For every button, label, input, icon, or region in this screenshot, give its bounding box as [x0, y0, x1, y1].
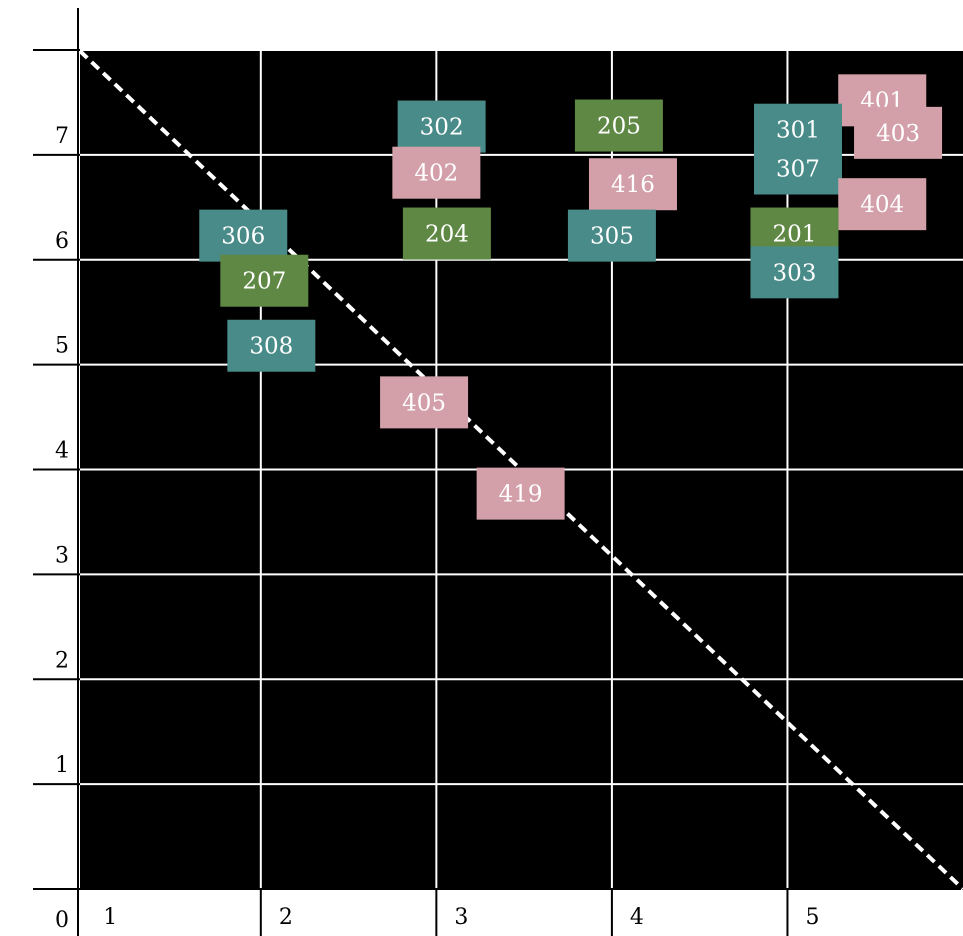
data-point-303: 303	[750, 246, 839, 299]
data-point-box	[199, 209, 288, 262]
grid-lines	[80, 49, 963, 889]
y-tick-label: 1	[55, 753, 69, 778]
x-tick-label: 3	[454, 905, 468, 930]
data-point-label: 308	[249, 334, 293, 360]
data-point-label: 419	[499, 482, 543, 508]
data-point-308: 308	[227, 319, 316, 372]
y-tick-label: 4	[55, 439, 69, 464]
data-point-204: 204	[402, 207, 491, 260]
data-point-box	[402, 207, 491, 260]
data-point-label: 402	[414, 161, 458, 187]
y-tick-label: 2	[55, 648, 69, 673]
data-point-416: 416	[588, 158, 677, 211]
x-tick-label: 4	[630, 905, 644, 930]
tick-marks	[33, 49, 789, 936]
tick-labels: 1 2 3 4 5 6 7 1 2 3 4 5 0	[55, 124, 819, 933]
data-point-404: 404	[838, 178, 927, 231]
data-point-305: 305	[567, 209, 656, 262]
data-point-306: 306	[199, 209, 288, 262]
data-point-label: 404	[860, 192, 904, 218]
axes	[33, 8, 963, 936]
data-point-label: 301	[776, 118, 820, 144]
x-tick-label: 2	[279, 905, 293, 930]
data-point-205: 205	[574, 99, 663, 152]
y-tick-label: 7	[55, 124, 69, 149]
data-point-label: 405	[402, 390, 446, 416]
data-point-label: 303	[773, 260, 817, 286]
data-point-box	[854, 106, 943, 159]
data-point-label: 307	[776, 157, 820, 183]
data-point-207: 207	[220, 254, 309, 307]
y-tick-label: 6	[55, 229, 69, 254]
data-point-label: 403	[876, 121, 920, 147]
data-point-box	[567, 209, 656, 262]
data-point-box	[588, 158, 677, 211]
origin-label: 0	[55, 908, 69, 933]
data-point-label: 416	[611, 172, 655, 198]
data-point-box	[574, 99, 663, 152]
data-point-box	[753, 142, 842, 195]
data-point-402: 402	[392, 146, 481, 199]
data-point-label: 205	[597, 114, 641, 140]
data-point-405: 405	[380, 376, 469, 429]
data-point-box	[227, 319, 316, 372]
data-point-box	[380, 376, 469, 429]
data-point-label: 306	[221, 224, 265, 250]
data-point-302: 302	[397, 100, 486, 153]
y-tick-label: 3	[55, 543, 69, 568]
data-point-box	[750, 246, 839, 299]
data-point-307: 307	[753, 142, 842, 195]
data-point-label: 204	[425, 222, 469, 248]
data-point-419: 419	[476, 467, 565, 520]
data-point-label: 201	[773, 222, 817, 248]
data-point-box	[838, 178, 927, 231]
x-tick-label: 5	[805, 905, 819, 930]
data-point-box	[392, 146, 481, 199]
data-point-403: 403	[854, 106, 943, 159]
data-point-box	[397, 100, 486, 153]
data-point-label: 305	[590, 224, 634, 250]
y-tick-label: 5	[55, 334, 69, 359]
data-point-box	[220, 254, 309, 307]
data-point-label: 207	[242, 269, 286, 295]
x-tick-label: 1	[103, 905, 117, 930]
data-point-label: 302	[420, 115, 464, 141]
data-point-box	[476, 467, 565, 520]
